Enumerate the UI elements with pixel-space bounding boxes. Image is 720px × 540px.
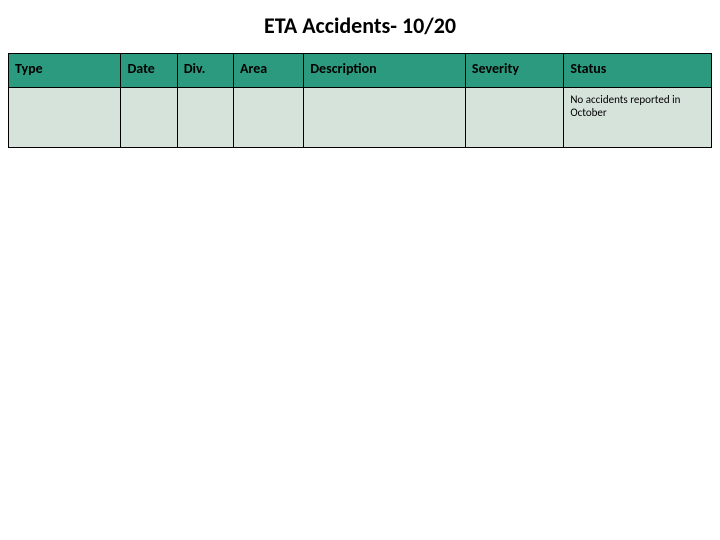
slide: ETA Accidents- 10/20 Type Date Div. Area… <box>0 0 720 540</box>
header-div: Div. <box>177 54 233 88</box>
cell-description <box>304 88 466 148</box>
cell-date <box>121 88 177 148</box>
header-type: Type <box>9 54 121 88</box>
cell-type <box>9 88 121 148</box>
header-status: Status <box>564 54 712 88</box>
header-description: Description <box>304 54 466 88</box>
cell-status: No accidents reported in October <box>564 88 712 148</box>
page-title: ETA Accidents- 10/20 <box>0 12 720 39</box>
cell-severity <box>465 88 563 148</box>
accidents-table: Type Date Div. Area Description Severity… <box>8 53 712 148</box>
cell-area <box>233 88 303 148</box>
header-date: Date <box>121 54 177 88</box>
header-severity: Severity <box>465 54 563 88</box>
accidents-table-wrap: Type Date Div. Area Description Severity… <box>0 53 720 148</box>
table-row: No accidents reported in October <box>9 88 712 148</box>
cell-div <box>177 88 233 148</box>
header-area: Area <box>233 54 303 88</box>
header-row: Type Date Div. Area Description Severity… <box>9 54 712 88</box>
